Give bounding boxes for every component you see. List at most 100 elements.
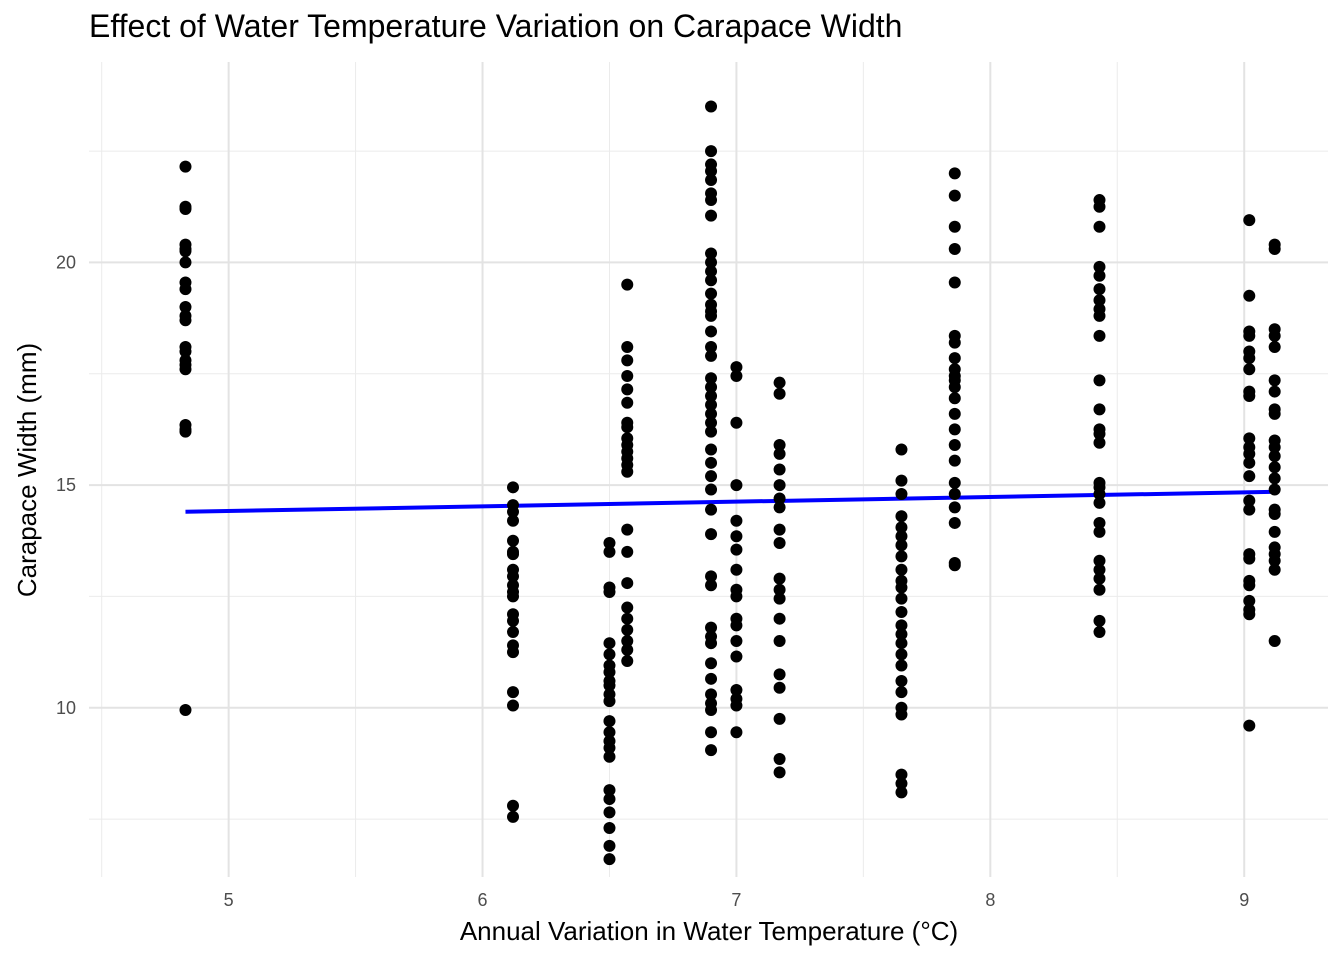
data-point (948, 407, 961, 420)
data-point (1268, 472, 1281, 485)
data-point (705, 100, 718, 113)
data-point (1093, 436, 1106, 449)
data-point (1268, 554, 1281, 567)
data-point (705, 341, 718, 354)
data-point (1243, 456, 1256, 469)
data-point (1093, 516, 1106, 529)
x-tick-label: 7 (731, 890, 741, 910)
data-point (1093, 563, 1106, 576)
data-point (895, 487, 908, 500)
data-point (621, 577, 634, 590)
data-point (1093, 626, 1106, 639)
data-point (507, 481, 520, 494)
data-point (730, 590, 743, 603)
data-point (603, 726, 616, 739)
data-point (948, 439, 961, 452)
data-point (773, 766, 786, 779)
data-point (1093, 374, 1106, 387)
data-point (603, 585, 616, 598)
x-tick-label: 9 (1239, 890, 1249, 910)
data-point (773, 668, 786, 681)
y-tick-label: 20 (56, 252, 76, 272)
data-point (1093, 269, 1106, 282)
data-point (705, 325, 718, 338)
data-point (179, 300, 192, 313)
data-points (179, 100, 1281, 866)
data-point (1243, 719, 1256, 732)
data-point (895, 474, 908, 487)
data-point (895, 606, 908, 619)
data-point (603, 741, 616, 754)
data-point (621, 623, 634, 636)
data-point (948, 336, 961, 349)
data-point (1243, 447, 1256, 460)
data-point (1243, 214, 1256, 227)
data-point (895, 648, 908, 661)
data-point (603, 715, 616, 728)
data-point (1093, 220, 1106, 233)
data-point (895, 628, 908, 641)
data-point (948, 501, 961, 514)
data-point (705, 688, 718, 701)
minor-gridlines (89, 62, 1328, 877)
data-point (895, 563, 908, 576)
data-point (948, 423, 961, 436)
data-point (179, 314, 192, 327)
data-point (705, 703, 718, 716)
data-point (507, 534, 520, 547)
data-point (603, 784, 616, 797)
trend-line-layer (185, 489, 1275, 514)
data-point (705, 470, 718, 483)
data-point (773, 387, 786, 400)
data-point (705, 209, 718, 222)
data-point (507, 505, 520, 518)
data-point (948, 220, 961, 233)
data-point (621, 655, 634, 668)
data-point (895, 592, 908, 605)
data-point (895, 659, 908, 672)
data-point (179, 345, 192, 358)
data-point (773, 376, 786, 389)
data-point (895, 539, 908, 552)
data-point (773, 492, 786, 505)
data-point (603, 806, 616, 819)
data-point (948, 454, 961, 467)
y-tick-label: 10 (56, 698, 76, 718)
data-point (705, 174, 718, 187)
data-point (730, 726, 743, 739)
data-point (621, 612, 634, 625)
data-point (507, 548, 520, 561)
data-point (705, 256, 718, 269)
data-point (705, 194, 718, 207)
data-point (948, 167, 961, 180)
data-point (507, 590, 520, 603)
data-point (895, 708, 908, 721)
data-point (621, 634, 634, 647)
data-point (621, 465, 634, 478)
data-point (179, 202, 192, 215)
data-point (705, 443, 718, 456)
data-point (179, 245, 192, 258)
data-point (621, 601, 634, 614)
data-point (895, 786, 908, 799)
data-point (1093, 329, 1106, 342)
data-point (705, 165, 718, 178)
data-point (705, 247, 718, 260)
data-point (895, 686, 908, 699)
data-point (705, 744, 718, 757)
data-point (621, 383, 634, 396)
data-point (1268, 441, 1281, 454)
data-point (895, 521, 908, 534)
data-point (1093, 427, 1106, 440)
data-point (730, 416, 743, 429)
data-point (730, 543, 743, 556)
data-point (1268, 634, 1281, 647)
data-point (895, 530, 908, 543)
data-point (948, 189, 961, 202)
data-point (895, 510, 908, 523)
data-point (773, 681, 786, 694)
x-axis-label: Annual Variation in Water Temperature (°… (460, 916, 958, 946)
x-tick-label: 8 (985, 890, 995, 910)
data-point (773, 634, 786, 647)
data-point (1093, 583, 1106, 596)
